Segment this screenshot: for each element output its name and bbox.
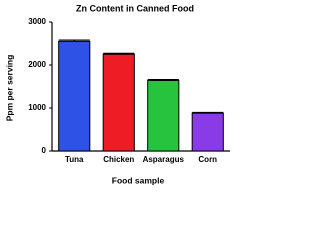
bar bbox=[102, 53, 135, 152]
y-tick-label: 3000 bbox=[28, 17, 46, 26]
y-axis-label: Ppm per serving bbox=[4, 55, 14, 122]
chart: Zn Content in Canned Food Food sample Pp… bbox=[4, 3, 230, 185]
chart-title: Zn Content in Canned Food bbox=[76, 3, 194, 13]
y-tick-label: 1000 bbox=[28, 103, 46, 112]
x-tick-label: Tuna bbox=[65, 155, 84, 164]
bar bbox=[58, 40, 91, 152]
bar bbox=[191, 112, 224, 152]
error-bar bbox=[147, 79, 179, 81]
bar bbox=[147, 79, 180, 152]
x-tick-label: Chicken bbox=[103, 155, 134, 164]
x-tick-label: Asparagus bbox=[143, 155, 185, 164]
y-tick-label: 0 bbox=[42, 146, 47, 155]
error-bar bbox=[103, 52, 135, 55]
x-axis-label: Food sample bbox=[112, 175, 165, 185]
y-tick-label: 2000 bbox=[28, 60, 46, 69]
error-bar bbox=[58, 39, 90, 42]
x-tick-label: Corn bbox=[198, 155, 217, 164]
error-bar bbox=[192, 111, 224, 114]
